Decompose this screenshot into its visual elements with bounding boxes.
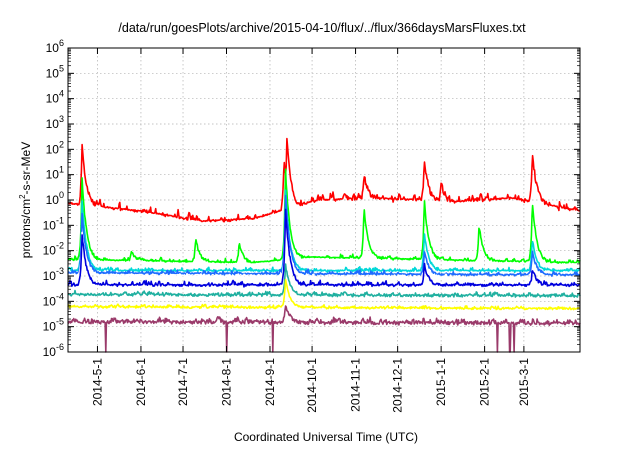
series-line: [67, 137, 581, 223]
plot-frame: [67, 47, 581, 353]
x-tick-label: 2015-1-1: [434, 358, 448, 406]
x-tick-label: 2014-10-1: [305, 358, 319, 413]
y-tick-label: 100: [46, 190, 64, 207]
y-tick-label: 102: [46, 139, 64, 156]
series-line: [67, 278, 581, 311]
y-label-sup: 2: [18, 194, 27, 199]
y-tick-label: 105: [46, 63, 64, 80]
series-line: [67, 189, 581, 274]
y-label-base: protons/cm: [19, 199, 33, 258]
y-tick-label: 10-4: [43, 291, 64, 308]
x-tick-label: 2014-8-1: [220, 358, 234, 406]
series-line: [67, 305, 581, 353]
x-tick-label: 2014-12-1: [391, 358, 405, 413]
y-tick-label: 10-6: [43, 342, 64, 359]
x-tick-label: 2014-6-1: [134, 358, 148, 406]
x-axis-label: Coordinated Universal Time (UTC): [234, 430, 418, 444]
series-line: [67, 263, 581, 298]
x-tick-label: 2015-3-1: [517, 358, 531, 406]
y-axis-label: protons/cm2-s-sr-MeV: [18, 142, 33, 258]
axes: 10-6 10-5 10-4 10-3 10-2 10-1 100 101 102 103 104 1…: [43, 38, 581, 413]
y-tick-label: 10-5: [43, 317, 64, 334]
y-label-rest: -s-sr-MeV: [19, 142, 33, 195]
chart-title: /data/run/goesPlots/archive/2015-04-10/f…: [118, 21, 526, 35]
x-tick-label: 2014-11-1: [349, 358, 363, 412]
y-tick-label: 101: [46, 165, 64, 182]
y-tick-label: 106: [46, 38, 64, 55]
y-tick-label: 10-2: [43, 241, 64, 258]
y-tick-label: 10-3: [43, 266, 64, 283]
x-tick-label: 2015-2-1: [478, 358, 492, 406]
x-tick-label: 2014-9-1: [263, 358, 277, 406]
series-line: [67, 214, 581, 281]
series-layer: [67, 137, 581, 353]
series-line: [67, 208, 581, 288]
series-line: [67, 168, 581, 264]
y-tick-label: 104: [46, 89, 64, 106]
series-line: [67, 194, 581, 278]
x-tick-label: 2014-5-1: [90, 358, 104, 406]
y-tick-label: 10-1: [43, 215, 64, 232]
y-tick-label: 103: [46, 114, 64, 131]
x-tick-label: 2014-7-1: [176, 358, 190, 406]
